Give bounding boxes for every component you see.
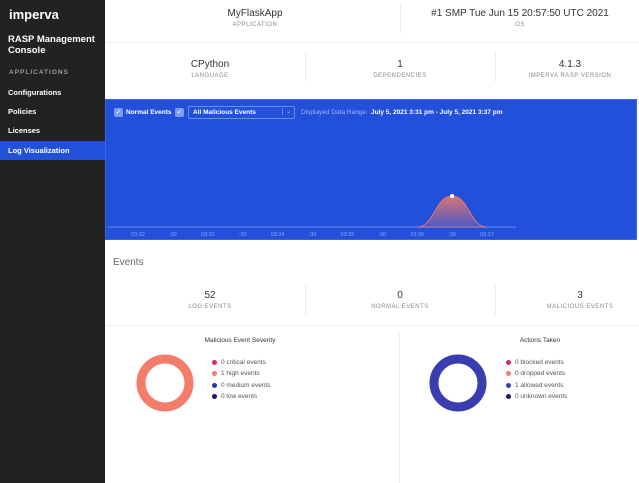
- nav-licenses[interactable]: Licenses: [8, 126, 41, 135]
- legend-dot-icon: [506, 382, 511, 388]
- legend-label: 0 medium events: [221, 381, 271, 389]
- x-tick-label: :30: [448, 232, 456, 238]
- normal-events-stat: 0 NORMAL EVENTS: [371, 290, 429, 310]
- console-title: RASP Management Console: [8, 34, 95, 56]
- event-chart: 03:32 :30 03:33 :30 03:34 :30 03:35 :30 03:36 :30…: [108, 194, 516, 238]
- application-info: MyFlaskApp APPLICATION: [227, 8, 283, 28]
- series-area: [417, 195, 488, 228]
- legend-dot-icon: [506, 394, 511, 400]
- legend-item: 0 low events: [212, 391, 271, 402]
- x-tick-label: 03:32: [131, 232, 145, 238]
- legend-dot-icon: [212, 371, 217, 377]
- x-tick-label: 03:35: [341, 232, 355, 238]
- x-tick-label: :30: [378, 232, 386, 238]
- severity-donut: [136, 354, 194, 412]
- legend-label: 0 critical events: [221, 359, 266, 367]
- legend-item: 0 blocked events: [506, 357, 567, 368]
- range-label: Displayed Data Range:: [301, 109, 368, 116]
- events-title: Events: [113, 257, 144, 268]
- normal-events-checkbox[interactable]: ✓: [114, 108, 123, 117]
- nav-configurations[interactable]: Configurations: [8, 88, 62, 97]
- donut-slice-high: [136, 354, 194, 412]
- donut-slice-allowed: [429, 354, 487, 412]
- legend-dot-icon: [212, 360, 217, 366]
- normal-events-label: Normal Events: [126, 109, 172, 116]
- x-tick-label: :30: [239, 232, 247, 238]
- legend-item: 0 critical events: [212, 357, 271, 368]
- malicious-events-select[interactable]: All Malicious Events ⌄: [188, 106, 295, 119]
- chevron-down-icon: ⌄: [281, 108, 291, 115]
- severity-legend: 0 critical events 1 high events 0 medium e…: [212, 357, 271, 402]
- select-value: All Malicious Events: [193, 109, 256, 116]
- sidebar: imperva RASP Management Console APPLICAT…: [0, 0, 105, 483]
- legend-label: 1 allowed events: [515, 381, 564, 389]
- malicious-events-stat: 3 MALICIOUS EVENTS: [546, 290, 614, 310]
- legend-dot-icon: [506, 360, 511, 366]
- actions-title: Actions Taken: [519, 337, 561, 344]
- log-chart-panel: 03:32 :30 03:33 :30 03:34 :30 03:35 :30 03:36 :30…: [105, 99, 637, 240]
- severity-title: Malicious Event Severity: [204, 337, 276, 344]
- x-tick-label: 03:36: [410, 232, 424, 238]
- x-tick-label: 03:34: [271, 232, 285, 238]
- dependencies-info: 1 DEPENDENCIES: [373, 59, 427, 79]
- legend-item: 1 high events: [212, 368, 271, 379]
- x-tick-label: 03:33: [201, 232, 215, 238]
- data-point[interactable]: [450, 194, 455, 198]
- malicious-events-checkbox[interactable]: ✓: [175, 108, 184, 117]
- os-info: #1 SMP Tue Jun 15 20:57:50 UTC 2021 OS: [431, 8, 609, 28]
- nav-policies[interactable]: Policies: [8, 107, 37, 116]
- legend-label: 0 blocked events: [515, 359, 564, 367]
- legend-dot-icon: [212, 394, 217, 400]
- log-events-stat: 52 LOG EVENTS: [188, 290, 232, 310]
- actions-donut: [429, 354, 487, 412]
- legend-label: 0 dropped events: [515, 370, 566, 378]
- main: MyFlaskApp APPLICATION #1 SMP Tue Jun 15 …: [105, 0, 639, 483]
- x-tick-label: :30: [169, 232, 177, 238]
- legend-dot-icon: [506, 371, 511, 377]
- x-tick-label: 03:37: [480, 232, 494, 238]
- range-value: July 5, 2021 3:31 pm - July 5, 2021 3:37…: [371, 109, 503, 116]
- nav-log-visualization[interactable]: Log Visualization: [0, 141, 105, 160]
- imperva-logo: imperva: [9, 7, 59, 22]
- legend-label: 0 low events: [221, 393, 258, 401]
- legend-item: 1 allowed events: [506, 380, 567, 391]
- legend-item: 0 dropped events: [506, 368, 567, 379]
- legend-item: 0 medium events: [212, 380, 271, 391]
- actions-legend: 0 blocked events 0 dropped events 1 allowe…: [506, 357, 567, 402]
- section-header: APPLICATIONS: [9, 69, 69, 76]
- legend-label: 1 high events: [221, 370, 260, 378]
- legend-dot-icon: [212, 382, 217, 388]
- version-info: 4.1.3 IMPERVA RASP VERSION: [528, 59, 612, 79]
- x-tick-label: :30: [309, 232, 317, 238]
- language-info: CPython LANGUAGE: [190, 59, 230, 79]
- legend-item: 0 unknown events: [506, 391, 567, 402]
- legend-label: 0 unknown events: [515, 393, 568, 401]
